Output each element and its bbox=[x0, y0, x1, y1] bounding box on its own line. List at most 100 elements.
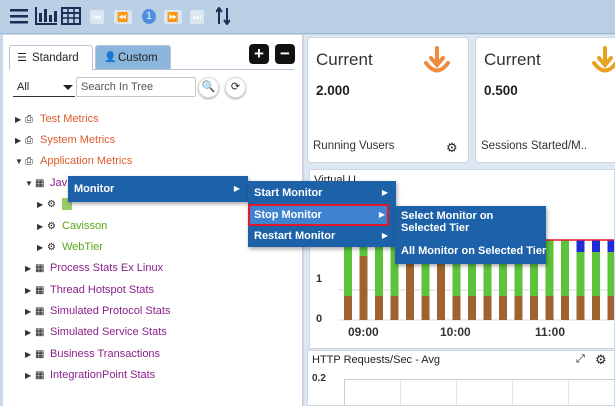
printer-icon: ⎙ bbox=[25, 156, 33, 167]
tree-item-java[interactable]: ▼ ▦ Jav bbox=[25, 174, 67, 192]
tree-item-system-metrics[interactable]: ▶ ⎙ System Metrics bbox=[15, 131, 115, 149]
bar-group bbox=[344, 240, 614, 320]
bar bbox=[344, 246, 352, 296]
menu-item-restart-monitor[interactable]: Restart Monitor ▶ bbox=[248, 226, 396, 246]
caret-down-icon[interactable]: ▼ bbox=[15, 157, 23, 166]
list-icon: ☰ bbox=[17, 52, 27, 64]
menu-item-label: Restart Monitor bbox=[254, 230, 336, 242]
add-button[interactable]: + bbox=[249, 44, 269, 64]
bar bbox=[483, 240, 492, 296]
caret-right-icon[interactable]: ▶ bbox=[15, 115, 22, 124]
bar bbox=[592, 252, 600, 296]
card-value: 0.500 bbox=[484, 83, 518, 98]
grid-icon: ▦ bbox=[35, 327, 45, 338]
tab-custom[interactable]: 👤 Custom bbox=[95, 45, 171, 70]
x-tick-label: 09:00 bbox=[348, 325, 379, 339]
tree-item-test-metrics[interactable]: ▶ ⎙ Test Metrics bbox=[15, 110, 99, 128]
caret-right-icon[interactable]: ▶ bbox=[25, 264, 32, 273]
tree-item-business-transactions[interactable]: ▶ ▦ Business Transactions bbox=[25, 345, 160, 363]
tree-item-webtier[interactable]: ▶ ⚙ WebTier bbox=[37, 238, 103, 256]
menu-item-start-monitor[interactable]: Start Monitor ▶ bbox=[248, 183, 396, 203]
http-requests-chart-panel: HTTP Requests/Sec - Avg ⤢ ⚙ 0.2 bbox=[307, 350, 615, 406]
tree-item-cavisson[interactable]: ▶ ⚙ Cavisson bbox=[37, 217, 107, 235]
tree-item-simulated-service[interactable]: ▶ ▦ Simulated Service Stats bbox=[25, 323, 167, 341]
top-toolbar: ⏮ ⏪ 1 ⏩ ⏭ bbox=[0, 0, 615, 34]
metric-card-sessions-started[interactable]: Current 0.500 Sessions Started/M.. bbox=[475, 37, 615, 163]
bar bbox=[607, 296, 614, 320]
download-arrow-icon bbox=[591, 46, 615, 79]
menu-item-select-monitor-on-selected-tier[interactable]: Select Monitor on Selected Tier bbox=[395, 210, 546, 238]
search-button[interactable]: 🔍 bbox=[198, 77, 219, 98]
tree-item-application-metrics[interactable]: ▼ ⎙ Application Metrics bbox=[15, 152, 132, 170]
filter-select[interactable]: All bbox=[13, 79, 75, 97]
menu-item-label: Start Monitor bbox=[254, 187, 323, 199]
next-page-icon[interactable]: ⏩ bbox=[164, 10, 182, 24]
caret-right-icon[interactable]: ▶ bbox=[37, 200, 44, 209]
menu-item-stop-monitor[interactable]: Stop Monitor ▶ bbox=[248, 204, 389, 226]
bar bbox=[576, 240, 585, 252]
caret-right-icon: ▶ bbox=[381, 188, 388, 197]
caret-right-icon[interactable]: ▶ bbox=[15, 136, 22, 145]
y-tick-label: 0.2 bbox=[312, 373, 326, 384]
cogs-icon: ⚙ bbox=[47, 242, 56, 253]
card-title: Current bbox=[484, 50, 541, 69]
page-number[interactable]: 1 bbox=[142, 9, 156, 24]
bar bbox=[359, 256, 368, 320]
tree-item-process-stats[interactable]: ▶ ▦ Process Stats Ex Linux bbox=[25, 259, 163, 277]
bar bbox=[545, 296, 554, 320]
caret-right-icon[interactable]: ▶ bbox=[25, 328, 32, 337]
bar bbox=[375, 240, 383, 296]
tab-custom-label: Custom bbox=[118, 52, 158, 64]
tree-item-label: Process Stats Ex Linux bbox=[50, 262, 164, 274]
expand-icon[interactable]: ⤢ bbox=[576, 353, 585, 365]
tree-item-label: Jav bbox=[50, 177, 68, 189]
remove-button[interactable]: − bbox=[275, 44, 295, 64]
first-page-icon[interactable]: ⏮ bbox=[90, 10, 104, 24]
caret-right-icon[interactable]: ▶ bbox=[25, 307, 32, 316]
bar bbox=[406, 256, 414, 320]
caret-down-icon[interactable]: ▼ bbox=[25, 179, 33, 188]
menu-item-monitor[interactable]: Monitor ▶ bbox=[68, 179, 248, 199]
card-label: Running Vusers bbox=[313, 140, 395, 152]
bar bbox=[437, 256, 445, 320]
tree-item-label: System Metrics bbox=[40, 134, 116, 146]
bar bbox=[375, 296, 383, 320]
caret-right-icon[interactable]: ▶ bbox=[25, 286, 32, 295]
table-icon[interactable] bbox=[61, 7, 81, 27]
grid-icon: ▦ bbox=[35, 349, 45, 360]
tree-item-label: Simulated Protocol Stats bbox=[50, 305, 171, 317]
tree-item-simulated-protocol[interactable]: ▶ ▦ Simulated Protocol Stats bbox=[25, 302, 170, 320]
x-tick-label: 10:00 bbox=[440, 325, 471, 339]
prev-page-icon[interactable]: ⏪ bbox=[114, 10, 132, 24]
caret-right-icon[interactable]: ▶ bbox=[37, 243, 44, 252]
caret-right-icon[interactable]: ▶ bbox=[37, 222, 44, 231]
search-input[interactable] bbox=[76, 77, 196, 97]
bar bbox=[561, 240, 569, 296]
caret-right-icon: ▶ bbox=[378, 210, 385, 219]
menu-item-all-monitor-on-selected-tier[interactable]: All Monitor on Selected Tier bbox=[395, 241, 546, 261]
last-page-icon[interactable]: ⏭ bbox=[190, 10, 204, 24]
metric-card-running-vusers[interactable]: Current 2.000 Running Vusers ⚙ bbox=[307, 37, 469, 163]
tree-item-integrationpoint[interactable]: ▶ ▦ IntegrationPoint Stats bbox=[25, 366, 155, 384]
bar bbox=[576, 252, 585, 296]
caret-right-icon[interactable]: ▶ bbox=[25, 350, 32, 359]
search-icon: 🔍 bbox=[201, 81, 216, 93]
gear-icon[interactable]: ⚙ bbox=[446, 140, 458, 155]
bar bbox=[483, 296, 492, 320]
bar bbox=[592, 240, 600, 252]
tree-item-label: Thread Hotspot Stats bbox=[50, 284, 154, 296]
bar bbox=[468, 296, 476, 320]
refresh-button[interactable]: ⟳ bbox=[225, 77, 246, 98]
caret-right-icon[interactable]: ▶ bbox=[25, 371, 32, 380]
bar-chart-icon[interactable] bbox=[35, 7, 57, 27]
refresh-icon: ⟳ bbox=[230, 81, 241, 93]
tree-item-selected-tier[interactable]: ▶ ⚙ bbox=[37, 195, 72, 213]
tree-item-label: Business Transactions bbox=[50, 348, 161, 360]
tree-item-thread-hotspot[interactable]: ▶ ▦ Thread Hotspot Stats bbox=[25, 281, 154, 299]
sort-icon[interactable] bbox=[215, 6, 231, 27]
grid-icon: ▦ bbox=[35, 285, 45, 296]
tab-standard[interactable]: ☰ Standard bbox=[9, 45, 93, 70]
menu-icon[interactable] bbox=[10, 7, 28, 27]
gear-icon[interactable]: ⚙ bbox=[595, 352, 607, 367]
bar bbox=[499, 296, 507, 320]
